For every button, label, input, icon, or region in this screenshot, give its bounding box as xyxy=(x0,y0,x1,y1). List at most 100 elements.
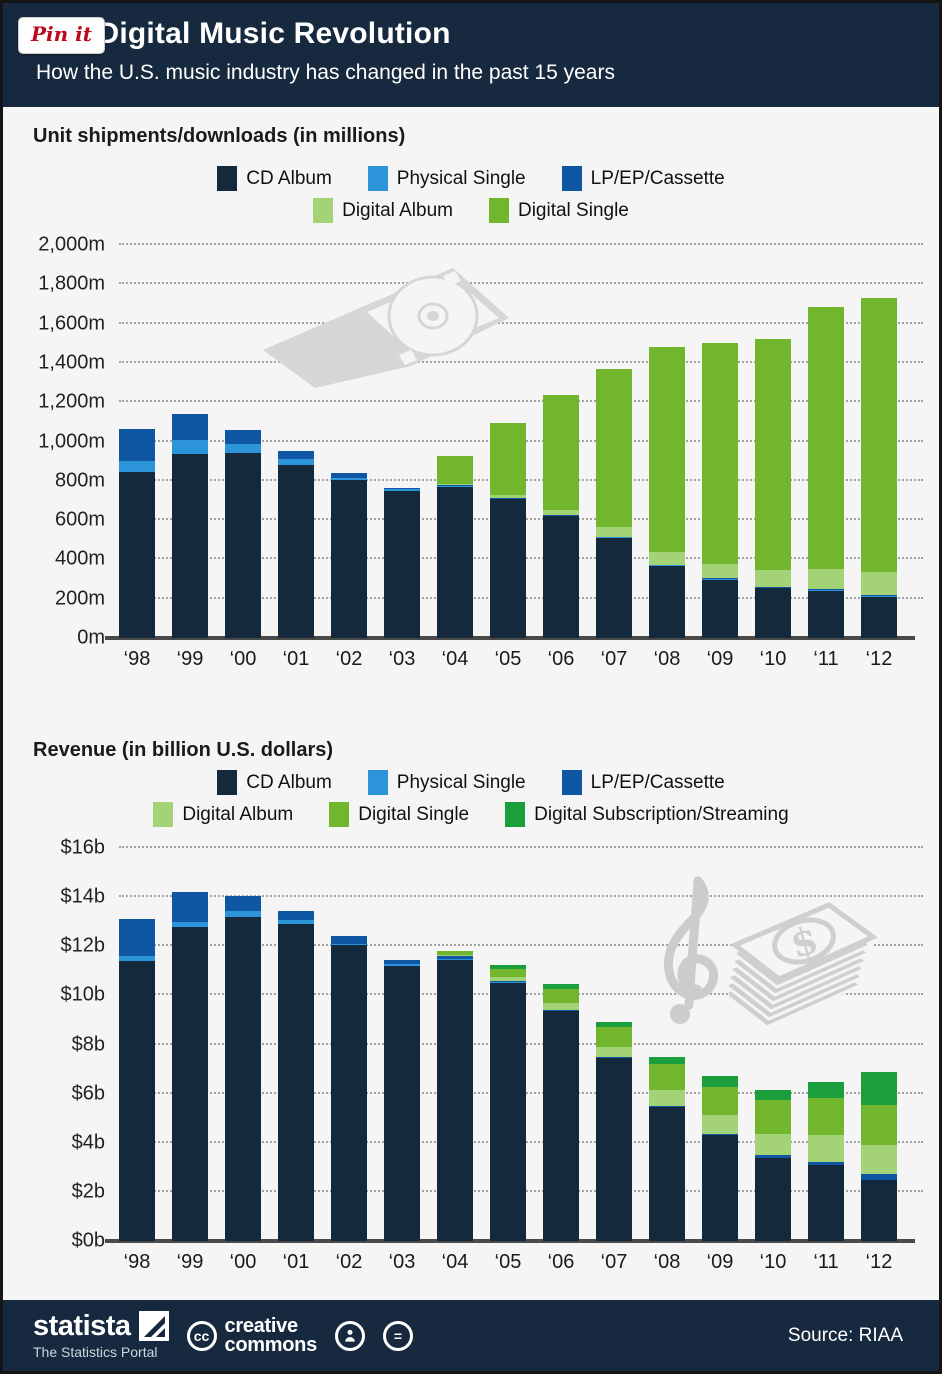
bar-segment-lp-ep-cassette xyxy=(331,472,367,478)
legend-swatch-cd-album xyxy=(217,770,238,795)
bar-segment-digital-album xyxy=(755,1133,791,1156)
ytick-label: 600m xyxy=(54,508,105,531)
xtick-label: ‘06 xyxy=(547,648,575,670)
bar--01 xyxy=(278,910,314,1241)
bar-segment-cd-album xyxy=(437,487,473,638)
bar-segment-cd-album xyxy=(702,579,738,638)
bar--10 xyxy=(755,338,791,638)
bar-segment-digital-single xyxy=(543,394,579,510)
legend-label: CD Album xyxy=(246,771,332,793)
chart-1-legend: CD Album Physical Single LP/EP/Cassette Dig… xyxy=(3,166,939,223)
gridline xyxy=(119,282,923,285)
bar--00 xyxy=(225,895,261,1241)
bar-segment-digital-single xyxy=(808,1098,844,1135)
ytick-label: $6b xyxy=(71,1082,105,1105)
bar-segment-digital-single xyxy=(755,338,791,571)
bar-segment-digital-single xyxy=(596,368,632,527)
bar-segment-physical-single xyxy=(384,488,420,492)
bar-segment-digital-single xyxy=(437,456,473,484)
bar-segment-lp-ep-cassette xyxy=(278,450,314,459)
legend-item-digital-single: Digital Single xyxy=(329,802,469,827)
bar-segment-lp-ep-cassette xyxy=(278,910,314,921)
bar-segment-cd-album xyxy=(596,1058,632,1241)
bar-segment-digital-album xyxy=(808,1134,844,1162)
bar-segment-digital-single xyxy=(861,1104,897,1145)
bar-segment-digital-single xyxy=(702,342,738,564)
statista-tagline: The Statistics Portal xyxy=(33,1344,158,1360)
xtick-label: ‘10 xyxy=(759,648,787,670)
legend-item-digital-single: Digital Single xyxy=(488,198,629,223)
bar--07 xyxy=(596,368,632,638)
bar-segment-lp-ep-cassette xyxy=(225,895,261,911)
bar-segment-digital-single xyxy=(755,1100,791,1134)
gridline xyxy=(119,321,923,324)
bar-segment-lp-ep-cassette xyxy=(702,1133,738,1136)
xtick-label: ‘09 xyxy=(706,648,734,670)
bar--03 xyxy=(384,959,420,1241)
bar-segment-lp-ep-cassette xyxy=(172,892,208,922)
bar--00 xyxy=(225,429,261,638)
bar-segment-digital-subscription-streaming xyxy=(490,964,526,969)
xtick-label: ‘08 xyxy=(653,1251,681,1273)
statista-logo[interactable]: statista The Statistics Portal xyxy=(33,1311,169,1360)
bar--05 xyxy=(490,423,526,638)
legend-label: CD Album xyxy=(246,167,332,189)
gridline xyxy=(119,895,923,898)
legend-item-physical-single: Physical Single xyxy=(367,166,526,191)
bar-segment-cd-album xyxy=(649,565,685,638)
legend-swatch-physical-single xyxy=(367,770,388,795)
bar--02 xyxy=(331,472,367,638)
xtick-label: ‘99 xyxy=(176,648,204,670)
bar-segment-digital-album xyxy=(543,509,579,516)
treble-clef-watermark-icon xyxy=(663,876,719,1024)
bar-segment-cd-album xyxy=(331,480,367,638)
ytick-label: 0m xyxy=(77,626,105,649)
bar-segment-digital-album xyxy=(543,1003,579,1011)
xtick-label: ‘10 xyxy=(759,1251,787,1273)
ytick-label: 1,800m xyxy=(38,272,105,295)
bar--02 xyxy=(331,936,367,1241)
legend-label: Digital Subscription/Streaming xyxy=(534,803,789,825)
bar-segment-cd-album xyxy=(437,959,473,1241)
bar-segment-cd-album xyxy=(861,596,897,638)
xtick-label: ‘98 xyxy=(123,1251,151,1273)
bar-segment-physical-single xyxy=(119,460,155,472)
bar-segment-lp-ep-cassette xyxy=(490,980,526,983)
legend-label: LP/EP/Cassette xyxy=(590,771,725,793)
bar-segment-digital-single xyxy=(596,1026,632,1047)
pin-it-button[interactable]: Pin it xyxy=(18,17,105,54)
bar-segment-digital-subscription-streaming xyxy=(543,983,579,990)
legend-label: Digital Single xyxy=(517,199,629,221)
legend-row: CD Album Physical Single LP/EP/Cassette xyxy=(217,770,725,795)
bar-segment-physical-single xyxy=(225,910,261,917)
xtick-label: ‘04 xyxy=(441,648,469,670)
chart-1-plot: 0m 200m 400m 600m 800m 1,000m 1,200m 1,400m 1,60… xyxy=(38,234,923,670)
ytick-label: $12b xyxy=(60,934,106,957)
xtick-label: ‘99 xyxy=(176,1251,204,1273)
legend-swatch-lp-ep-cassette xyxy=(561,166,582,191)
xtick-label: ‘09 xyxy=(706,1251,734,1273)
bar-segment-lp-ep-cassette xyxy=(861,1174,897,1180)
legend-item-cd-album: CD Album xyxy=(217,770,332,795)
bar-segment-cd-album xyxy=(808,590,844,638)
legend-label: Physical Single xyxy=(396,167,526,189)
xtick-label: ‘05 xyxy=(494,648,522,670)
bar-segment-digital-subscription-streaming xyxy=(861,1071,897,1105)
xtick-label: ‘03 xyxy=(388,1251,416,1273)
bar--99 xyxy=(172,414,208,638)
bar-segment-digital-album xyxy=(861,571,897,595)
xtick-label: ‘12 xyxy=(865,648,893,670)
bar--04 xyxy=(437,951,473,1241)
chart-2-legend: CD Album Physical Single LP/EP/Cassette Dig… xyxy=(3,770,939,827)
xtick-label: ‘07 xyxy=(600,1251,628,1273)
xtick-label: ‘01 xyxy=(282,1251,310,1273)
creative-commons-logo[interactable]: cc creative commons xyxy=(186,1316,317,1355)
xtick-label: ‘03 xyxy=(388,648,416,670)
ytick-label: $0b xyxy=(71,1229,105,1252)
legend-item-digital-subscription-streaming: Digital Subscription/Streaming xyxy=(505,802,789,827)
ytick-label: 1,000m xyxy=(38,430,105,452)
bar-segment-lp-ep-cassette xyxy=(331,936,367,944)
xtick-label: ‘00 xyxy=(229,648,257,670)
bar--01 xyxy=(278,450,314,638)
bar-segment-cd-album xyxy=(808,1164,844,1241)
